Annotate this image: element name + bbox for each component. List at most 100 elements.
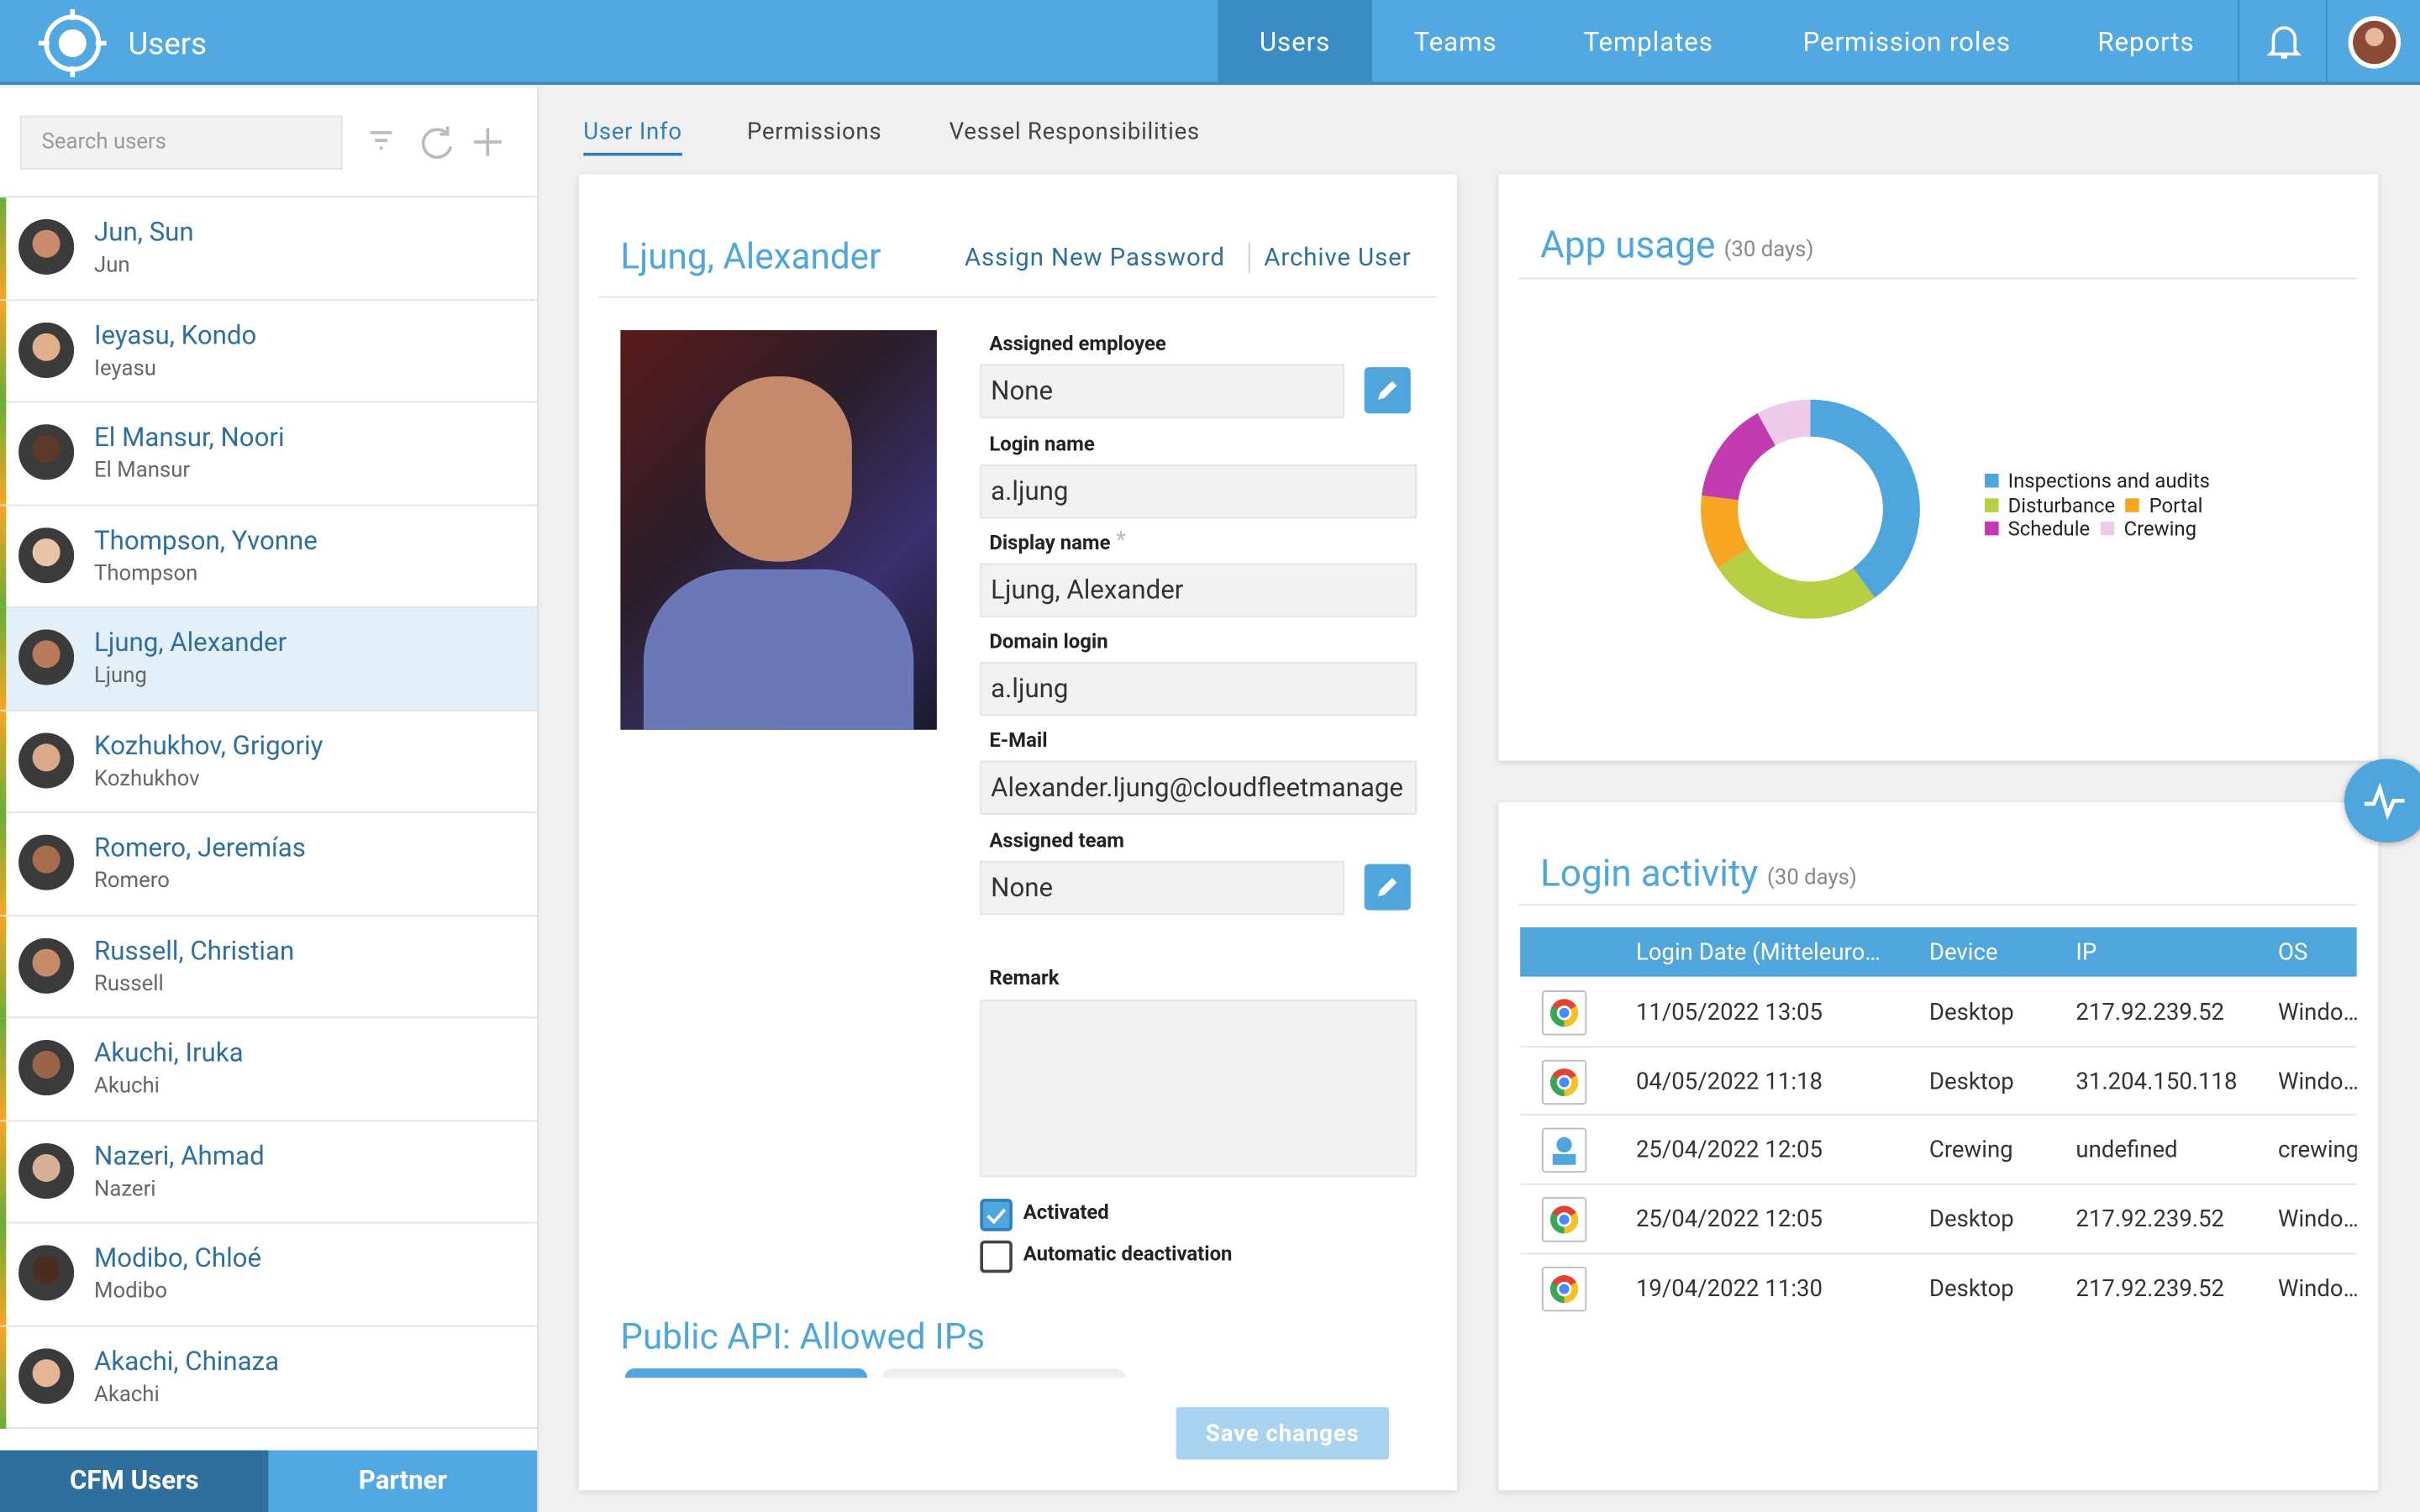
field-input[interactable]: a.ljung (980, 661, 1418, 717)
column-header[interactable]: OS (2278, 937, 2308, 966)
user-row[interactable]: Ieyasu, Kondo Ieyasu (0, 300, 538, 403)
checkbox-label: Activated (1023, 1201, 1109, 1226)
avatar (18, 424, 75, 480)
field-label: Assigned employee (989, 333, 1166, 357)
column-header[interactable]: Device (1928, 937, 1998, 966)
user-name: Kozhukhov, Grigoriy (94, 730, 324, 762)
device-icon (1541, 1266, 1587, 1311)
donut-segment (1701, 495, 1750, 568)
edit-button[interactable] (1364, 864, 1411, 911)
field-input[interactable]: Ljung, Alexander (980, 563, 1418, 617)
save-button[interactable]: Save changes (1176, 1407, 1390, 1460)
search-input[interactable]: Search users (19, 115, 343, 171)
legend-swatch (1985, 473, 1999, 488)
avatar (18, 1039, 75, 1096)
app-usage-card: App usage (30 days) Inspections and audits… (1498, 174, 2379, 761)
column-header[interactable]: Login Date (Mitteleuro… (1635, 937, 1881, 966)
pencil-icon (1378, 878, 1397, 897)
field-input[interactable]: None (980, 860, 1344, 916)
user-name: Akachi, Chinaza (94, 1346, 280, 1378)
browser-icon (1549, 1068, 1579, 1096)
table-cell: 217.92.239.52 (2075, 1273, 2225, 1302)
nav-item[interactable]: Templates (1583, 28, 1713, 59)
user-row[interactable]: Ljung, Alexander Ljung (0, 607, 538, 711)
field-input[interactable]: a.ljung (980, 464, 1418, 519)
nav-item[interactable]: Permission roles (1802, 28, 2011, 59)
column-header[interactable]: IP (2075, 937, 2097, 966)
tab[interactable]: User Info (583, 118, 682, 156)
edit-button[interactable] (1364, 367, 1411, 414)
user-row[interactable]: Akachi, Chinaza Akachi (0, 1326, 538, 1429)
avatar (18, 1245, 75, 1301)
field-label: Remark (989, 967, 1060, 991)
tab[interactable]: Vessel Responsibilities (949, 117, 1200, 145)
user-name: Russell, Christian (94, 935, 295, 967)
nav-item[interactable]: Reports (2097, 28, 2195, 59)
status-strip (0, 402, 7, 505)
legend-item: Portal (2126, 495, 2202, 518)
field-input[interactable]: Alexander.ljung@cloudfleetmanage (980, 760, 1418, 815)
table-cell: 217.92.239.52 (2075, 998, 2225, 1026)
remark-input[interactable] (980, 1000, 1418, 1178)
user-row[interactable]: Thompson, Yvonne Thompson (0, 505, 538, 608)
tab-cfm-users[interactable]: CFM Users (0, 1450, 269, 1512)
nav-item[interactable]: Users (1218, 0, 1372, 86)
user-short: Romero (94, 869, 170, 894)
user-row[interactable]: Akuchi, Iruka Akuchi (0, 1018, 538, 1121)
card-subtitle: (30 days) (1767, 865, 1857, 890)
donut-segment (1757, 399, 1812, 446)
table-header: Login Date (Mitteleuro… Device IP OS (1520, 927, 2357, 977)
action-link[interactable]: Archive User (1264, 242, 1412, 272)
user-title: Ljung, Alexander (620, 236, 881, 278)
table-cell: Windo… (2278, 1067, 2357, 1095)
donut-segment (1718, 547, 1876, 619)
field-input[interactable]: None (980, 364, 1344, 418)
field-label: Assigned team (989, 830, 1124, 853)
user-name: Modibo, Chloé (94, 1243, 262, 1275)
user-row[interactable]: Romero, Jeremías Romero (0, 812, 538, 916)
profile-avatar[interactable] (2348, 15, 2402, 69)
header-rule (1518, 904, 2357, 906)
user-row[interactable]: Jun, Sun Jun (0, 197, 538, 301)
tab[interactable]: Permissions (746, 117, 882, 145)
header-rule (1518, 277, 2357, 280)
user-name: Akuchi, Iruka (94, 1038, 244, 1069)
user-name: Ljung, Alexander (94, 627, 287, 659)
status-strip (0, 300, 7, 402)
nav-item[interactable]: Teams (1413, 28, 1497, 59)
action-link[interactable]: Assign New Password (964, 242, 1225, 272)
logo (38, 9, 107, 77)
table-cell: undefined (2075, 1136, 2178, 1164)
table-cell: 11/05/2022 13:05 (1635, 998, 1823, 1026)
status-strip (0, 607, 7, 710)
legend-item: Crewing (2101, 518, 2196, 542)
legend-label: Inspections and audits (2007, 470, 2210, 494)
legend-swatch (2126, 497, 2140, 512)
field-label: Display name (989, 532, 1111, 556)
field-label: Login name (989, 433, 1095, 457)
activity-button[interactable] (2344, 759, 2420, 843)
user-short: Ljung (94, 663, 147, 689)
browser-icon (1549, 1274, 1579, 1303)
tab-partner[interactable]: Partner (268, 1450, 538, 1512)
user-row[interactable]: Modibo, Chloé Modibo (0, 1223, 538, 1326)
avatar-face (32, 332, 60, 360)
user-row[interactable]: Nazeri, Ahmad Nazeri (0, 1121, 538, 1224)
legend-label: Portal (2149, 494, 2203, 518)
user-row[interactable]: Russell, Christian Russell (0, 916, 538, 1019)
avatar (18, 834, 75, 890)
header: Users (0, 0, 2420, 86)
table-cell: crewing (2278, 1136, 2357, 1164)
user-name: Thompson, Yvonne (94, 525, 318, 557)
checkbox[interactable] (980, 1240, 1013, 1273)
table-cell: Crewing (1928, 1136, 2013, 1164)
user-row[interactable]: El Mansur, Noori El Mansur (0, 402, 538, 506)
avatar-face (32, 538, 60, 566)
status-strip (0, 505, 7, 607)
user-short: El Mansur (94, 458, 191, 483)
table-cell: 25/04/2022 12:05 (1635, 1205, 1823, 1233)
notifications[interactable] (2238, 0, 2328, 86)
checkbox[interactable] (980, 1199, 1013, 1231)
user-row[interactable]: Kozhukhov, Grigoriy Kozhukhov (0, 710, 538, 813)
